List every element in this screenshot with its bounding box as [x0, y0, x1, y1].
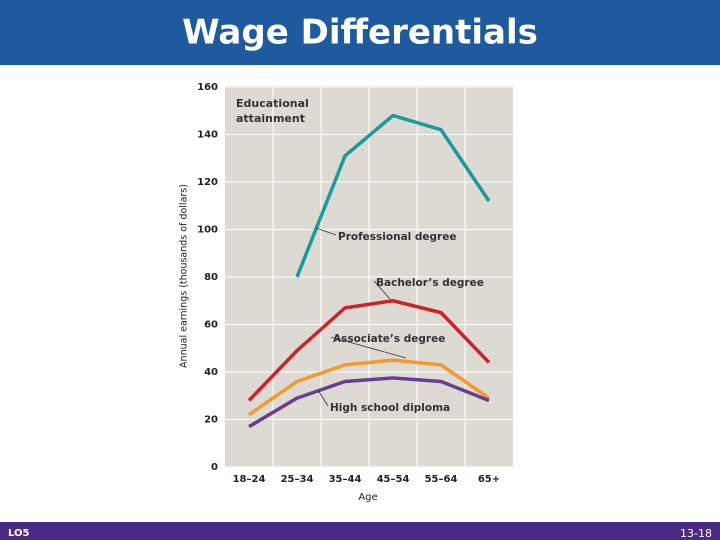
y-tick-label: 20 [204, 415, 218, 426]
footer-right: 13-18 [680, 527, 712, 540]
x-tick-label: 45–54 [377, 474, 410, 485]
footer-left: LO5 [8, 528, 30, 539]
y-tick-label: 100 [197, 225, 218, 236]
x-axis-label: Age [358, 492, 377, 503]
y-tick-label: 120 [197, 177, 218, 188]
series-label: Professional degree [338, 231, 456, 243]
x-tick-label: 65+ [478, 474, 500, 485]
slide-title: Wage Differentials [182, 13, 538, 53]
series-label: High school diploma [330, 402, 450, 414]
legend-title: Educational attainment [236, 97, 309, 125]
series-line [247, 299, 491, 402]
y-tick-label: 60 [204, 320, 218, 331]
series-label: Bachelor’s degree [376, 277, 484, 289]
y-tick-label: 80 [204, 272, 218, 283]
series-line [248, 376, 490, 429]
y-tick-label: 160 [197, 82, 218, 93]
leader-line [315, 227, 337, 236]
footer-bar [0, 522, 720, 540]
y-axis-label: Annual earnings (thousands of dollars) [179, 184, 190, 368]
x-tick-label: 25–34 [281, 474, 314, 485]
y-tick-label: 140 [197, 130, 218, 141]
leader-line [330, 336, 407, 359]
leader-line [317, 389, 329, 407]
leader-line [373, 280, 391, 300]
y-tick-label: 0 [211, 462, 218, 473]
series-label: Associate’s degree [333, 333, 445, 345]
series-line [248, 358, 490, 417]
y-tick-label: 40 [204, 367, 218, 378]
series-line [295, 113, 491, 278]
x-tick-label: 55–64 [425, 474, 458, 485]
x-tick-label: 35–44 [329, 474, 362, 485]
title-bar [0, 0, 720, 65]
x-tick-label: 18–24 [233, 474, 266, 485]
